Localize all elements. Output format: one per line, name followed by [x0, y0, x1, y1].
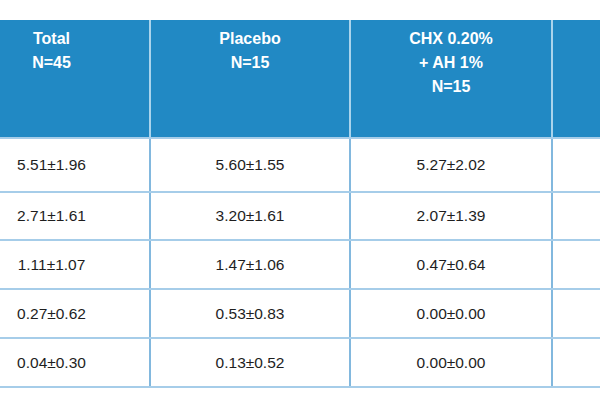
header-line: N=15	[155, 51, 345, 75]
results-table: Total N=45 Placebo N=15 CHX 0.20% + AH 1…	[0, 20, 600, 388]
table-cell: 2.07±1.39	[350, 192, 552, 240]
page: Total N=45 Placebo N=15 CHX 0.20% + AH 1…	[0, 0, 600, 400]
table-cell: 0.47±0.64	[350, 240, 552, 289]
table-cell: 5.51±1.96	[0, 138, 150, 192]
table-row: 0.04±0.30 0.13±0.52 0.00±0.00	[0, 338, 600, 387]
header-line: CHX 0.20%	[355, 27, 547, 51]
header-line: Placebo	[155, 27, 345, 51]
table-cell: 0.00±0.00	[350, 289, 552, 338]
table-cell: 2.71±1.61	[0, 192, 150, 240]
table-cell	[552, 192, 600, 240]
table-cell: 0.13±0.52	[150, 338, 350, 387]
table-row: 5.51±1.96 5.60±1.55 5.27±2.02	[0, 138, 600, 192]
table-cell: 0.53±0.83	[150, 289, 350, 338]
table-row: 1.11±1.07 1.47±1.06 0.47±0.64	[0, 240, 600, 289]
header-line: N=15	[355, 75, 547, 99]
header-row: Total N=45 Placebo N=15 CHX 0.20% + AH 1…	[0, 20, 600, 138]
column-header-placebo: Placebo N=15	[150, 20, 350, 138]
table-cell: 0.04±0.30	[0, 338, 150, 387]
table-cell	[552, 338, 600, 387]
table-cell	[552, 289, 600, 338]
header-line: + AH 1%	[355, 51, 547, 75]
table-cell	[552, 138, 600, 192]
table-cell	[552, 240, 600, 289]
table-cell: 1.47±1.06	[150, 240, 350, 289]
table-cell: 0.00±0.00	[350, 338, 552, 387]
table-row: 2.71±1.61 3.20±1.61 2.07±1.39	[0, 192, 600, 240]
table-cell: 5.60±1.55	[150, 138, 350, 192]
header-line: N=45	[0, 51, 145, 75]
table-row: 0.27±0.62 0.53±0.83 0.00±0.00	[0, 289, 600, 338]
table-cell: 0.27±0.62	[0, 289, 150, 338]
table-cell: 3.20±1.61	[150, 192, 350, 240]
column-header-total: Total N=45	[0, 20, 150, 138]
column-header-chx-ah: CHX 0.20% + AH 1% N=15	[350, 20, 552, 138]
table-cell: 5.27±2.02	[350, 138, 552, 192]
column-header-cropped	[552, 20, 600, 138]
table-cell: 1.11±1.07	[0, 240, 150, 289]
header-line: Total	[0, 27, 145, 51]
